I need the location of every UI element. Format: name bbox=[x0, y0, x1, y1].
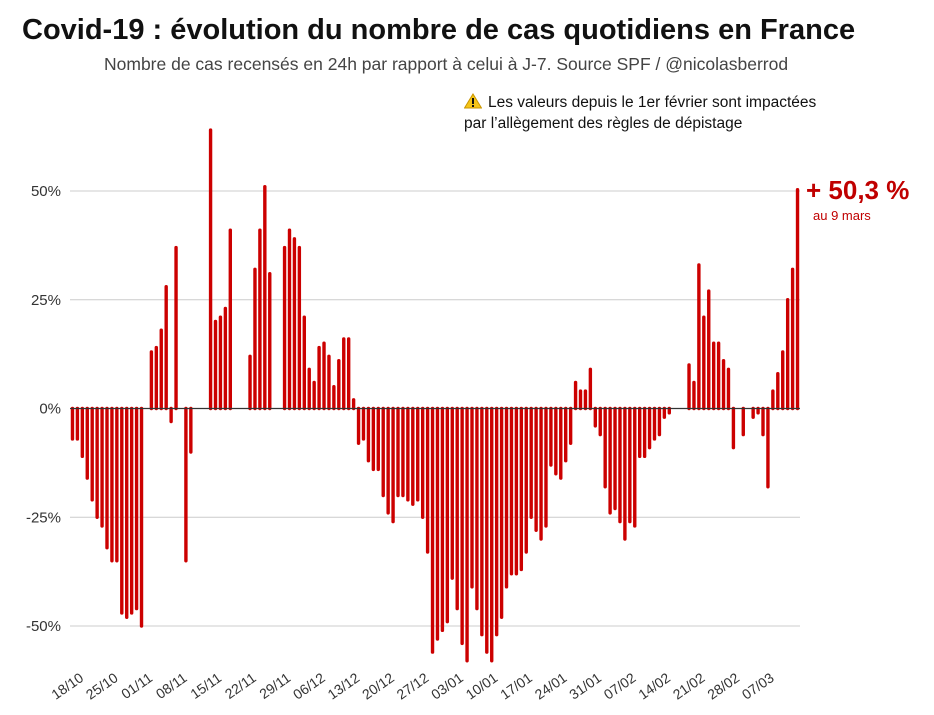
x-axis-ticks: 18/1025/1001/1108/1115/1122/1129/1106/12… bbox=[48, 669, 777, 702]
x-tick-label: 13/12 bbox=[325, 669, 363, 702]
gridlines bbox=[70, 190, 800, 627]
bars bbox=[70, 128, 800, 663]
x-tick-label: 15/11 bbox=[187, 669, 224, 702]
x-tick-label: 25/10 bbox=[83, 669, 121, 702]
warning-icon bbox=[463, 93, 483, 109]
x-tick-label: 20/12 bbox=[359, 669, 397, 702]
y-tick-label: -50% bbox=[26, 618, 61, 635]
x-tick-label: 07/03 bbox=[739, 669, 777, 702]
x-tick-label: 14/02 bbox=[635, 669, 673, 702]
latest-value-callout: + 50,3 % bbox=[806, 175, 910, 205]
chart-title: Covid-19 : évolution du nombre de cas qu… bbox=[22, 14, 856, 46]
x-tick-label: 08/11 bbox=[153, 669, 190, 702]
x-tick-label: 07/02 bbox=[601, 669, 639, 702]
dépistage-note: Les valeurs depuis le 1er février sont i… bbox=[463, 92, 817, 134]
latest-value-date: au 9 mars bbox=[813, 208, 871, 223]
x-tick-label: 18/10 bbox=[48, 669, 86, 702]
y-tick-label: 50% bbox=[31, 183, 61, 200]
x-tick-label: 29/11 bbox=[256, 669, 293, 702]
x-tick-label: 31/01 bbox=[566, 669, 604, 702]
note-line-2: par l’allègement des règles de dépistage bbox=[464, 115, 743, 132]
x-tick-label: 06/12 bbox=[290, 669, 328, 702]
x-tick-label: 01/11 bbox=[118, 669, 155, 702]
note-line-1: Les valeurs depuis le 1er février sont i… bbox=[488, 94, 817, 111]
y-tick-label: 25% bbox=[31, 292, 61, 309]
y-tick-label: 0% bbox=[39, 401, 61, 418]
x-tick-label: 27/12 bbox=[394, 669, 432, 702]
y-axis-ticks: 50% 25% 0% -25% -50% bbox=[26, 183, 61, 635]
x-tick-label: 24/01 bbox=[532, 669, 570, 702]
x-tick-label: 21/02 bbox=[670, 669, 708, 702]
chart-subtitle: Nombre de cas recensés en 24h par rappor… bbox=[104, 54, 789, 74]
x-tick-label: 03/01 bbox=[428, 669, 466, 702]
x-tick-label: 28/02 bbox=[704, 669, 742, 702]
y-tick-label: -25% bbox=[26, 509, 61, 526]
x-tick-label: 10/01 bbox=[463, 669, 501, 702]
x-tick-label: 22/11 bbox=[222, 669, 259, 702]
x-tick-label: 17/01 bbox=[497, 669, 535, 702]
